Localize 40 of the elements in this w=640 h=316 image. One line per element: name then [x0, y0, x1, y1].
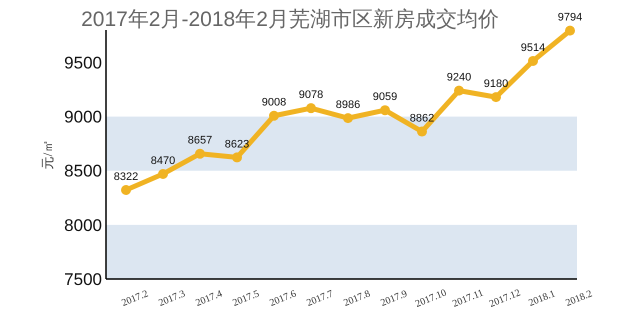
point	[232, 152, 242, 162]
data-label: 8657	[188, 134, 212, 147]
x-tick-label: 2017.6	[268, 288, 298, 309]
y-tick-label: 9500	[64, 53, 102, 72]
point	[380, 105, 390, 116]
data-label: 8986	[336, 99, 360, 112]
y-tick-label: 8500	[64, 162, 102, 181]
data-label: 9078	[298, 89, 324, 102]
point	[158, 168, 168, 179]
x-tick-label: 2017.8	[342, 288, 372, 309]
point	[565, 26, 575, 36]
x-tick-label: 2018.2	[564, 288, 594, 309]
x-tick-label: 2017.5	[231, 288, 261, 309]
x-tick-label: 2017.9	[379, 288, 409, 309]
point	[417, 126, 427, 137]
data-label: 9794	[558, 12, 582, 24]
y-tick-label: 9000	[64, 108, 102, 127]
data-label: 9514	[520, 42, 546, 54]
y-tick-label: 7500	[64, 270, 102, 289]
data-label: 9240	[446, 72, 472, 84]
point	[454, 86, 464, 96]
x-tick-label: 2017.2	[120, 288, 150, 309]
data-label: 8322	[114, 171, 138, 184]
x-tick-label: 2017.4	[194, 288, 224, 309]
x-tick-label: 2017.7	[305, 288, 335, 309]
point	[121, 185, 131, 196]
x-tick-label: 2017.3	[157, 288, 187, 309]
data-label: 9008	[262, 96, 286, 109]
point	[491, 92, 501, 102]
y-axis-title: 元/㎡	[40, 140, 55, 170]
point	[528, 56, 538, 66]
point	[195, 148, 205, 159]
y-tick-label: 8000	[64, 216, 102, 235]
x-tick-label: 2018.1	[527, 288, 557, 309]
point	[343, 113, 353, 124]
data-label: 9059	[372, 91, 398, 104]
chart-title: 2017年2月-2018年2月芜湖市区新房成交均价	[81, 8, 499, 31]
data-label: 8470	[150, 154, 176, 167]
point	[269, 110, 279, 121]
point	[306, 103, 316, 114]
